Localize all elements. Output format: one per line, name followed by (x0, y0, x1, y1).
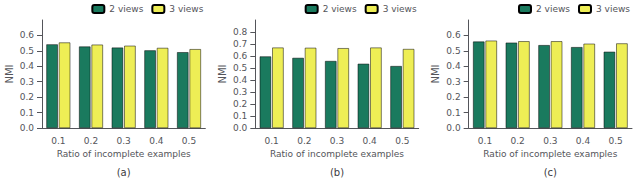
svg-text:0.0: 0.0 (20, 123, 35, 133)
svg-text:0.7: 0.7 (233, 39, 247, 49)
svg-text:0.1: 0.1 (265, 136, 279, 146)
svg-text:NMI: NMI (217, 64, 228, 83)
svg-text:Ratio of incomplete examples: Ratio of incomplete examples (57, 149, 191, 159)
svg-text:0.2: 0.2 (511, 136, 525, 146)
svg-text:(b): (b) (330, 167, 344, 178)
svg-text:0.6: 0.6 (20, 30, 35, 40)
svg-text:0.3: 0.3 (330, 136, 344, 146)
svg-text:3 views: 3 views (169, 4, 203, 14)
svg-text:NMI: NMI (430, 64, 441, 83)
svg-text:3 views: 3 views (383, 4, 417, 14)
svg-text:0.1: 0.1 (20, 108, 34, 118)
svg-text:0.3: 0.3 (233, 87, 247, 97)
svg-text:0.5: 0.5 (609, 136, 623, 146)
svg-text:0.3: 0.3 (117, 136, 131, 146)
svg-text:2 views: 2 views (109, 4, 143, 14)
svg-text:0.1: 0.1 (233, 111, 247, 121)
svg-text:(a): (a) (117, 167, 131, 178)
svg-text:0.3: 0.3 (446, 77, 460, 87)
svg-text:0.5: 0.5 (20, 46, 34, 56)
svg-text:0.1: 0.1 (51, 136, 65, 146)
svg-text:0.0: 0.0 (446, 123, 461, 133)
svg-text:Ratio of incomplete examples: Ratio of incomplete examples (483, 149, 617, 159)
svg-text:3 views: 3 views (596, 4, 630, 14)
svg-text:0.2: 0.2 (84, 136, 98, 146)
svg-text:0.4: 0.4 (233, 75, 248, 85)
svg-text:0.5: 0.5 (233, 63, 247, 73)
svg-text:0.3: 0.3 (20, 77, 34, 87)
svg-text:0.1: 0.1 (446, 108, 460, 118)
svg-text:0.8: 0.8 (233, 27, 248, 37)
svg-text:0.5: 0.5 (395, 136, 409, 146)
svg-text:0.2: 0.2 (297, 136, 311, 146)
svg-text:0.2: 0.2 (20, 92, 34, 102)
svg-text:0.6: 0.6 (446, 30, 461, 40)
svg-text:0.4: 0.4 (363, 136, 378, 146)
svg-text:0.5: 0.5 (182, 136, 196, 146)
svg-text:(c): (c) (544, 167, 557, 178)
svg-text:Ratio of incomplete examples: Ratio of incomplete examples (270, 149, 404, 159)
svg-text:0.4: 0.4 (20, 61, 35, 71)
svg-text:NMI: NMI (4, 64, 15, 83)
svg-text:0.6: 0.6 (233, 51, 248, 61)
svg-text:0.4: 0.4 (149, 136, 164, 146)
svg-text:2 views: 2 views (536, 4, 570, 14)
svg-text:2 views: 2 views (323, 4, 357, 14)
svg-text:0.2: 0.2 (233, 99, 247, 109)
svg-text:0.5: 0.5 (446, 46, 460, 56)
svg-text:0.1: 0.1 (478, 136, 492, 146)
svg-text:0.0: 0.0 (233, 123, 248, 133)
svg-text:0.4: 0.4 (576, 136, 591, 146)
svg-text:0.4: 0.4 (446, 61, 461, 71)
svg-text:0.3: 0.3 (543, 136, 557, 146)
svg-text:0.2: 0.2 (446, 92, 460, 102)
